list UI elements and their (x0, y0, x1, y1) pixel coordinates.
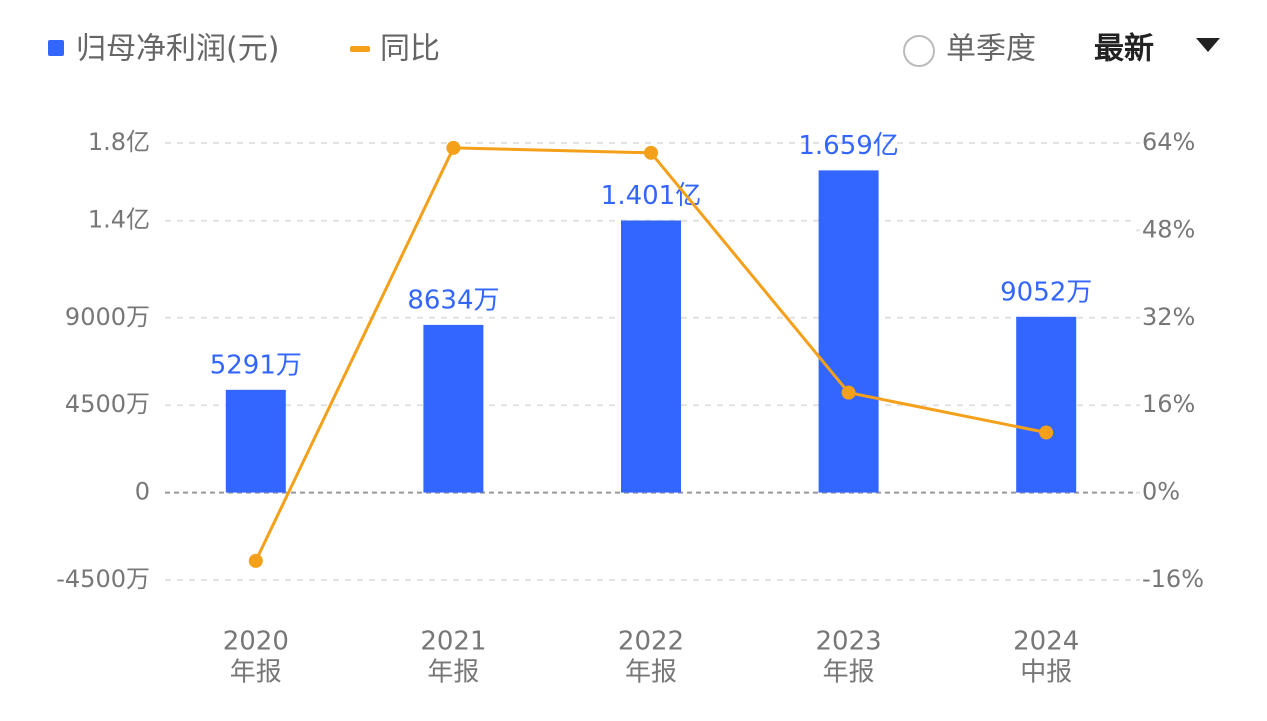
y-tick-label: -4500万 (56, 565, 150, 593)
legend-swatch-line (350, 46, 370, 52)
x-tick-label: 年报 (625, 658, 677, 688)
y-tick-label: 1.4亿 (88, 206, 150, 234)
y2-tick-label: 48% (1142, 215, 1195, 243)
sort-label[interactable]: 最新 (1094, 32, 1154, 67)
y-tick-label: 4500万 (65, 390, 150, 418)
x-tick-label: 2024 (1013, 627, 1079, 657)
dropdown-arrow[interactable] (1196, 38, 1220, 52)
x-tick-label: 2021 (420, 627, 486, 657)
y-tick-label: 9000万 (65, 303, 150, 331)
y2-tick-label: -16% (1142, 565, 1204, 593)
x-tick-label: 2023 (816, 627, 882, 657)
x-tick-label: 2020 (223, 627, 289, 657)
line-point (841, 385, 856, 400)
line-point (644, 145, 658, 160)
bar (423, 324, 484, 493)
x-tick-label: 年报 (427, 658, 479, 688)
toggle-radio[interactable] (903, 35, 935, 67)
line-point (446, 140, 461, 155)
toggle-label[interactable]: 单季度 (946, 32, 1036, 67)
value-label: 8634万 (407, 285, 499, 315)
line-point (248, 553, 263, 568)
x-tick-label: 年报 (823, 658, 875, 688)
y2-tick-label: 32% (1142, 303, 1195, 331)
line-point (1039, 425, 1054, 440)
value-label: 9052万 (1000, 277, 1092, 307)
x-tick-label: 年报 (230, 658, 282, 688)
y2-tick-label: 16% (1142, 390, 1195, 418)
bar (621, 220, 681, 493)
y2-tick-label: 64% (1142, 128, 1195, 156)
legend-label: 同比 (380, 32, 440, 67)
legend-label: 归母净利润(元) (76, 32, 279, 67)
x-tick-label: 中报 (1020, 658, 1072, 688)
value-label: 5291万 (210, 350, 302, 380)
x-tick-label: 2022 (618, 627, 684, 657)
value-label: 1.401亿 (601, 181, 701, 211)
value-label: 1.659亿 (798, 131, 898, 161)
y2-tick-label: 0% (1142, 478, 1180, 506)
bar (225, 389, 286, 493)
bar (818, 170, 879, 493)
y-tick-label: 1.8亿 (88, 128, 150, 156)
legend-swatch-bar (48, 40, 64, 56)
y-tick-label: 0 (135, 478, 150, 506)
bar (1016, 316, 1077, 493)
